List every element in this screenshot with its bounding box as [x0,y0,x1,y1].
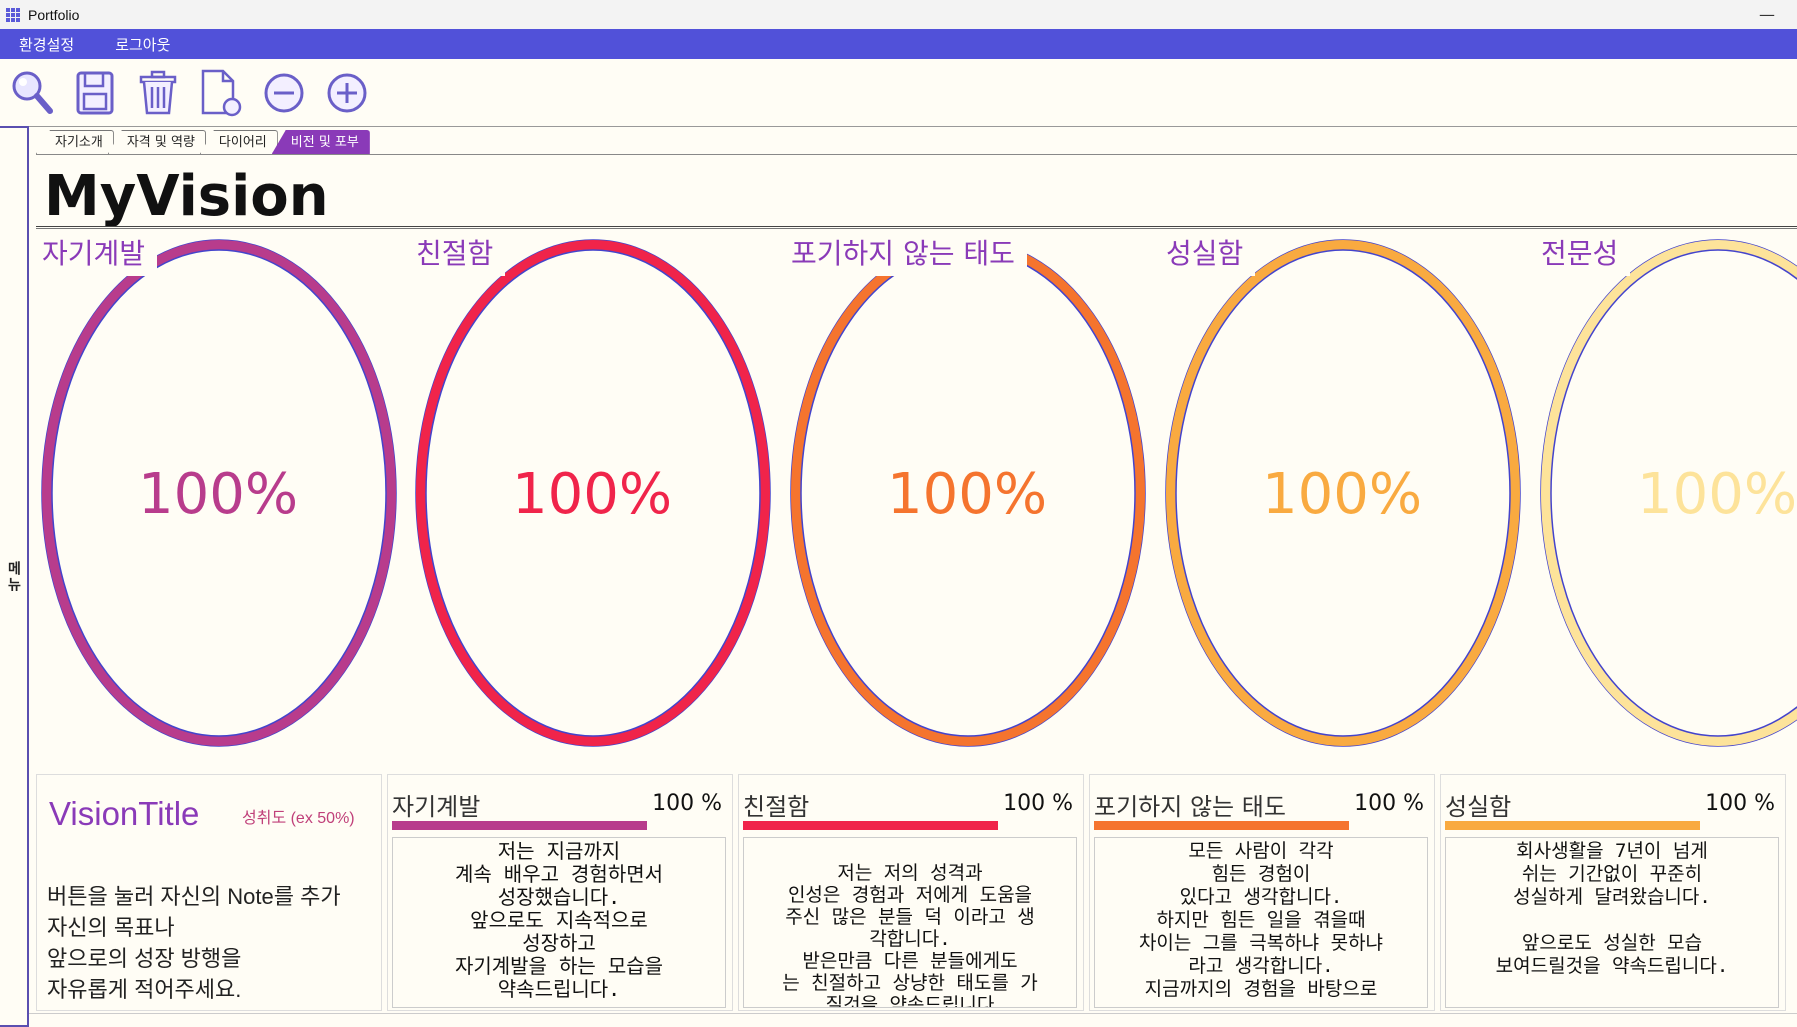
note-progress-bar [743,821,998,830]
gauge-label: 자기계발 [38,236,158,276]
tab-qualifications[interactable]: 자격 및 역량 [107,130,206,154]
gauge-ring [41,239,397,747]
achievement-hint: 성취도 (ex 50%) [242,810,355,827]
divider [29,1013,1797,1014]
window-title: Portfolio [28,6,80,23]
gauge-label: 포기하지 않는 태도 [787,236,1027,276]
menu-item-settings[interactable]: 환경설정 [19,35,75,54]
gauge-ring [415,239,771,747]
gauge-sincerity: 성실함 100% [1162,236,1522,750]
gauge-percent: 100% [1261,462,1423,527]
menubar: 환경설정 로그아웃 [0,29,1797,59]
side-menu-label: 메뉴 [5,560,22,593]
gauge-perseverance: 포기하지 않는 태도 100% [787,236,1147,750]
gauge-ring [1165,239,1521,747]
tab-self-intro[interactable]: 자기소개 [36,130,114,154]
vision-note-card[interactable]: 성실함 100 % 회사생활을 7년이 넘게 쉬는 기간없이 꾸준히 성실하게 … [1440,774,1786,1011]
note-body[interactable]: 회사생활을 7년이 넘게 쉬는 기간없이 꾸준히 성실하게 달려왔습니다. 앞으… [1445,837,1779,1008]
zoom-out-icon [264,73,304,113]
note-percent: 100 % [1705,791,1775,816]
note-body[interactable]: 모든 사람이 각각 힘든 경험이 있다고 생각합니다. 하지만 힘든 일을 겪을… [1094,837,1428,1008]
divider [36,226,1797,229]
tab-diary[interactable]: 다이어리 [199,130,278,154]
menu-item-logout[interactable]: 로그아웃 [115,35,171,54]
note-body[interactable]: 저는 저의 성격과 인성은 경험과 저에게 도움을 주신 많은 분들 덕 이라고… [743,837,1077,1008]
gauge-percent: 100% [511,462,673,527]
note-progress-bar [1094,821,1349,830]
note-title: 포기하지 않는 태도 [1094,793,1286,821]
save-button[interactable] [69,67,121,119]
delete-button[interactable] [132,67,184,119]
gauge-percent: 100% [1636,462,1797,527]
note-body[interactable]: 저는 지금까지 계속 배우고 경험하면서 성장했습니다. 앞으로도 지속적으로 … [392,837,726,1008]
save-icon [76,71,114,115]
help-line: 앞으로의 성장 방행을 [47,946,242,971]
tab-vision[interactable]: 비전 및 포부 [271,130,370,154]
toolbar [0,60,1797,126]
divider [29,126,1797,127]
vision-cards: VisionTitle 성취도 (ex 50%) 버튼을 눌러 자신의 Note… [36,774,1797,1011]
gauge-percent: 100% [137,462,299,527]
note-progress-bar [1445,821,1700,830]
side-menu-toggle[interactable]: 메뉴 [0,126,29,1027]
gauge-label: 친절함 [412,236,506,276]
note-percent: 100 % [1003,791,1073,816]
zoom-in-button[interactable] [321,67,373,119]
window-titlebar: Portfolio — [0,0,1797,29]
note-percent: 100 % [652,791,722,816]
gauge-ring [1540,239,1797,747]
gauge-percent: 100% [886,462,1048,527]
gauge-label: 전문성 [1537,236,1631,276]
help-line: 자유롭게 적어주세요. [47,977,242,1002]
app-icon [6,7,20,22]
minimize-button[interactable]: — [1759,5,1775,24]
divider [36,154,1797,155]
zoom-in-icon [327,73,367,113]
note-title: 자기계발 [392,793,481,821]
magnifier-icon [12,71,53,114]
help-text: 버튼을 눌러 자신의 Note를 추가 자신의 목표나 앞으로의 성장 방행을 … [47,881,341,1005]
note-progress-bar [392,821,647,830]
vision-title-card[interactable]: VisionTitle 성취도 (ex 50%) 버튼을 눌러 자신의 Note… [36,774,382,1011]
page-title: MyVision [44,166,329,226]
trash-icon [139,70,177,115]
gauge-kindness: 친절함 100% [412,236,772,750]
gauge-expertise: 전문성 100% [1537,236,1797,750]
vision-note-card[interactable]: 친절함 100 % 저는 저의 성격과 인성은 경험과 저에게 도움을 주신 많… [738,774,1084,1011]
tab-bar: 자기소개 자격 및 역량 다이어리 비전 및 포부 [36,130,370,154]
note-percent: 100 % [1354,791,1424,816]
new-note-button[interactable] [195,67,247,119]
vision-note-card[interactable]: 포기하지 않는 태도 100 % 모든 사람이 각각 힘든 경험이 있다고 생각… [1089,774,1435,1011]
help-line: 자신의 목표나 [47,915,175,940]
note-title: 친절함 [743,793,810,821]
vision-note-card[interactable]: 자기계발 100 % 저는 지금까지 계속 배우고 경험하면서 성장했습니다. … [387,774,733,1011]
help-line: 버튼을 눌러 자신의 Note를 추가 [47,884,341,909]
new-document-icon [201,69,242,117]
note-title: 성실함 [1445,793,1512,821]
zoom-out-button[interactable] [258,67,310,119]
gauge-label: 성실함 [1162,236,1256,276]
vision-title: VisionTitle [49,795,200,832]
gauge-self-development: 자기계발 100% [38,236,398,750]
search-button[interactable] [6,67,58,119]
